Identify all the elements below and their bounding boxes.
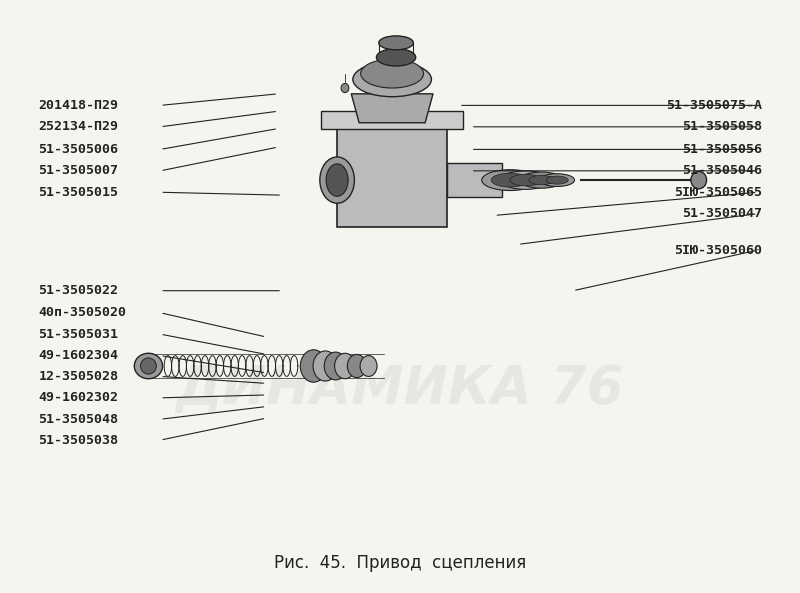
Ellipse shape (540, 174, 574, 186)
Ellipse shape (134, 353, 162, 379)
Text: 5IЮ-3505065: 5IЮ-3505065 (674, 186, 762, 199)
Text: 5IЮ-3505060: 5IЮ-3505060 (674, 244, 762, 257)
Ellipse shape (501, 171, 551, 189)
Polygon shape (351, 94, 433, 123)
Text: 49-1602304: 49-1602304 (38, 349, 118, 362)
Text: 51-3505007: 51-3505007 (38, 164, 118, 177)
Ellipse shape (141, 358, 156, 374)
Text: ДИНАМИКА 76: ДИНАМИКА 76 (176, 363, 624, 415)
Ellipse shape (313, 351, 338, 381)
Text: 51-3505006: 51-3505006 (38, 143, 118, 156)
Ellipse shape (334, 353, 355, 379)
Text: 51-3505015: 51-3505015 (38, 186, 118, 199)
Text: 49-1602302: 49-1602302 (38, 391, 118, 404)
Ellipse shape (324, 352, 347, 380)
Ellipse shape (519, 172, 563, 188)
Text: 51-3505075-А: 51-3505075-А (666, 99, 762, 112)
Text: 51-3505046: 51-3505046 (682, 164, 762, 177)
Ellipse shape (691, 171, 706, 189)
Polygon shape (322, 111, 463, 129)
Text: 51-3505047: 51-3505047 (682, 207, 762, 220)
Text: 51-3505022: 51-3505022 (38, 284, 118, 297)
Text: 51-3505058: 51-3505058 (682, 120, 762, 133)
Text: 51-3505048: 51-3505048 (38, 413, 118, 426)
Ellipse shape (491, 173, 529, 187)
Text: 51-3505038: 51-3505038 (38, 433, 118, 447)
Text: 51-3505056: 51-3505056 (682, 143, 762, 156)
Polygon shape (337, 123, 447, 227)
Text: 51-3505031: 51-3505031 (38, 328, 118, 340)
Ellipse shape (546, 176, 568, 184)
Text: 252134-П29: 252134-П29 (38, 120, 118, 133)
Ellipse shape (482, 170, 538, 190)
Text: 201418-П29: 201418-П29 (38, 99, 118, 112)
Text: Рис.  45.  Привод  сцепления: Рис. 45. Привод сцепления (274, 554, 526, 572)
Ellipse shape (341, 84, 349, 93)
Ellipse shape (377, 49, 416, 66)
Ellipse shape (347, 355, 366, 378)
Ellipse shape (300, 350, 326, 382)
Text: 40п-3505020: 40п-3505020 (38, 306, 126, 319)
Ellipse shape (510, 174, 542, 186)
Ellipse shape (360, 356, 377, 377)
Ellipse shape (320, 157, 354, 203)
Ellipse shape (361, 59, 423, 88)
Ellipse shape (353, 62, 431, 97)
Text: 12-3505028: 12-3505028 (38, 370, 118, 383)
Ellipse shape (326, 164, 348, 196)
FancyBboxPatch shape (447, 162, 502, 197)
Ellipse shape (378, 36, 414, 50)
Ellipse shape (529, 176, 554, 185)
